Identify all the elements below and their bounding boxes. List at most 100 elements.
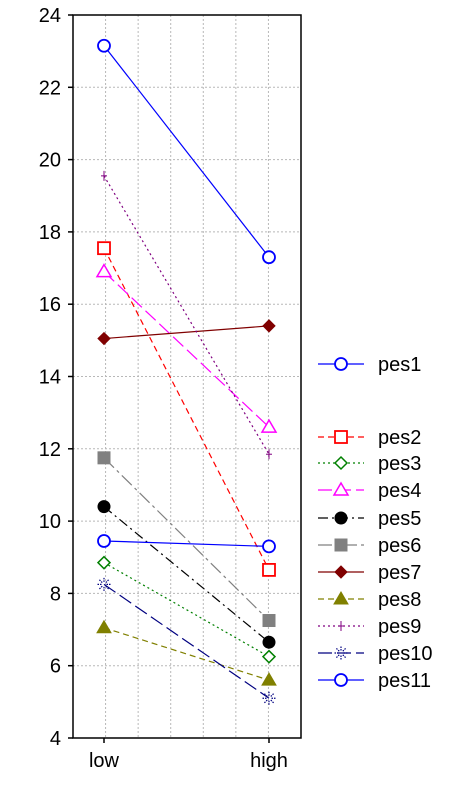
data-point	[96, 619, 112, 634]
data-point	[262, 250, 276, 265]
data-point	[261, 672, 277, 686]
series-line	[103, 325, 270, 340]
data-point	[101, 170, 107, 181]
legend-item: pes9	[318, 616, 421, 638]
data-point	[260, 418, 278, 433]
legend-label: pes5	[378, 508, 421, 530]
legend-item: pes1	[318, 354, 421, 376]
data-point	[262, 539, 276, 554]
y-tick-label: 20	[39, 150, 61, 172]
legend-marker	[334, 511, 348, 525]
series-pes6	[97, 451, 276, 628]
series-pes4	[95, 263, 278, 433]
y-tick-label: 16	[39, 294, 61, 316]
series-pes7	[97, 319, 276, 346]
y-tick-label: 24	[39, 5, 61, 27]
series-line	[103, 627, 270, 681]
legend-item: pes2	[318, 427, 421, 449]
series-pes8	[96, 619, 277, 686]
data-point	[97, 534, 111, 548]
legend-marker	[333, 591, 349, 605]
marker-stroke	[263, 692, 268, 697]
y-tick-label: 10	[39, 511, 61, 533]
marker-stroke	[335, 654, 340, 659]
marker-stroke	[270, 692, 275, 697]
y-tick-label: 6	[50, 656, 61, 678]
series-pes9	[101, 170, 272, 460]
y-tick-label: 8	[50, 583, 61, 605]
legend: pes1 pes2 pes3 pes4 pes5 pes6 pes7 pes8 pes9 pes1…	[318, 354, 433, 692]
marker-stroke	[98, 585, 103, 590]
marker-stroke	[263, 699, 268, 704]
series-pes3	[96, 555, 277, 664]
y-axis: 4 6 8 10 12 14 16 18 20 22 24	[39, 5, 73, 750]
data-point	[96, 555, 112, 570]
legend-item: pes6	[318, 535, 421, 557]
series-line	[103, 247, 270, 571]
legend-item: pes10	[318, 643, 433, 665]
legend-label: pes7	[378, 562, 421, 584]
series-line	[103, 583, 270, 699]
y-tick-label: 14	[39, 367, 61, 389]
data-point	[262, 614, 276, 628]
series-pes10	[97, 577, 276, 706]
legend-item: pes11	[318, 670, 431, 692]
marker-stroke	[342, 647, 347, 652]
legend-label: pes10	[378, 643, 433, 665]
marker-stroke	[342, 654, 347, 659]
legend-label: pes1	[378, 354, 421, 376]
data-point	[262, 635, 276, 649]
series-pes5	[97, 500, 276, 649]
series-line	[103, 506, 270, 643]
y-tick-label: 18	[39, 222, 61, 244]
data-point	[266, 449, 272, 460]
series-line	[103, 540, 270, 548]
legend-item: pes3	[318, 453, 421, 475]
y-tick-label: 22	[39, 77, 61, 99]
legend-marker	[334, 565, 348, 579]
legend-label: pes9	[378, 616, 421, 638]
data-point	[97, 577, 111, 592]
legend-marker	[333, 455, 349, 471]
legend-marker	[334, 538, 348, 552]
legend-label: pes6	[378, 535, 421, 557]
series-pes11	[97, 534, 276, 554]
grid	[73, 15, 301, 738]
legend-item: pes8	[318, 589, 421, 611]
data-point	[262, 319, 276, 333]
legend-label: pes8	[378, 589, 421, 611]
legend-marker	[334, 357, 348, 371]
data-point	[97, 241, 111, 256]
y-tick-label: 4	[50, 728, 61, 750]
data-point	[97, 451, 111, 465]
x-axis: low high	[89, 738, 288, 772]
series-line	[103, 562, 270, 658]
legend-item: pes5	[318, 508, 421, 530]
marker-stroke	[105, 585, 110, 590]
legend-label: pes2	[378, 427, 421, 449]
series-line	[103, 457, 270, 621]
data-point	[97, 38, 111, 53]
legend-item: pes7	[318, 562, 421, 584]
series-pes1	[97, 38, 276, 265]
legend-label: pes4	[378, 480, 421, 502]
legend-marker	[334, 430, 348, 444]
marker-stroke	[105, 578, 110, 584]
y-tick-label: 12	[39, 439, 61, 461]
data-point	[262, 691, 276, 706]
marker-stroke	[335, 647, 340, 652]
series-pes2	[97, 241, 276, 577]
legend-item: pes4	[318, 480, 421, 502]
marker-stroke	[98, 578, 103, 584]
data-point	[95, 263, 113, 278]
data-point	[262, 563, 276, 577]
x-tick-label: high	[250, 750, 288, 772]
data-point	[97, 500, 111, 514]
legend-marker	[332, 481, 350, 496]
legend-label: pes3	[378, 453, 421, 475]
marker-stroke	[270, 699, 275, 704]
series-line	[103, 45, 270, 258]
legend-marker	[334, 646, 348, 660]
legend-label: pes11	[378, 670, 431, 692]
legend-marker	[338, 621, 344, 631]
